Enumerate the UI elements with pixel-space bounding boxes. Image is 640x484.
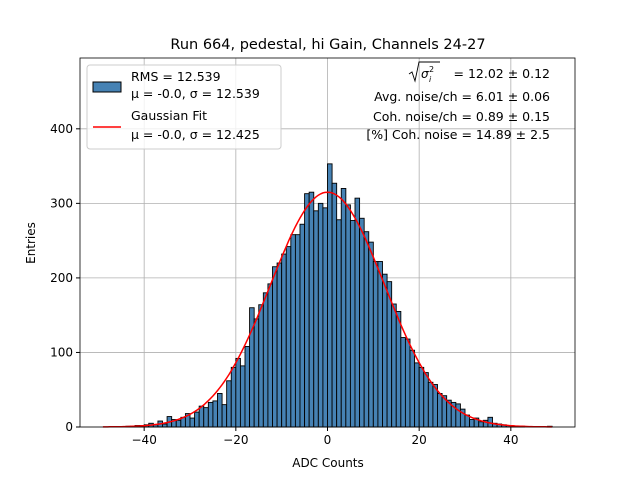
histogram-bar: [290, 234, 296, 428]
histogram-bar: [354, 197, 361, 428]
histogram-bar: [203, 407, 209, 428]
x-tick-label: −40: [132, 433, 157, 447]
histogram-bar: [189, 417, 196, 428]
svg-text:2: 2: [429, 65, 434, 74]
histogram-bars: [125, 163, 553, 428]
histogram-bar: [427, 381, 434, 428]
histogram-bar: [391, 303, 397, 428]
histogram-bar: [404, 338, 411, 428]
histogram-bar: [281, 253, 287, 428]
legend-box: [86, 64, 282, 150]
histogram-bar: [478, 421, 484, 428]
histogram-bar: [198, 405, 205, 428]
histogram-bar: [345, 204, 351, 428]
histogram-bar: [359, 217, 365, 428]
histogram-bar: [267, 283, 273, 428]
histogram-bar: [418, 366, 425, 428]
histogram-bar: [276, 262, 283, 428]
histogram-bar: [409, 349, 416, 428]
histogram-bar: [235, 357, 241, 428]
histogram-bar: [400, 337, 406, 428]
x-tick-label: 0: [324, 433, 332, 447]
avg-noise: Avg. noise/ch = 6.01 ± 0.06: [374, 89, 550, 104]
histogram-bar: [386, 281, 393, 428]
pct-coh-noise: [%] Coh. noise = 14.89 ± 2.5: [366, 127, 550, 142]
svg-text:i: i: [429, 75, 432, 84]
histogram-bar: [395, 311, 402, 428]
histogram-bar: [469, 419, 475, 428]
y-tick-label: 400: [50, 122, 73, 136]
chart-title: Run 664, pedestal, hi Gain, Channels 24-…: [170, 37, 485, 53]
legend-rms: RMS = 12.539: [131, 69, 221, 84]
x-tick-label: 40: [503, 433, 518, 447]
x-axis-label: ADC Counts: [292, 456, 364, 470]
histogram-bar: [363, 231, 370, 428]
x-tick-label: −20: [223, 433, 248, 447]
histogram-bar: [377, 261, 383, 428]
legend-fit-params: μ = -0.0, σ = 12.425: [131, 127, 260, 142]
histogram-bar: [221, 404, 228, 428]
histogram-bar: [253, 318, 260, 428]
histogram-bar: [162, 423, 168, 428]
legend-rms-params: μ = -0.0, σ = 12.539: [131, 86, 260, 101]
y-tick-label: 100: [50, 345, 73, 359]
histogram-bar: [230, 366, 237, 428]
histogram-bar: [304, 193, 310, 428]
sqrt-sigma-symbol: σ i 2: [408, 61, 440, 84]
y-axis-label: Entries: [24, 222, 38, 264]
svg-text:σ: σ: [421, 67, 429, 81]
histogram-bar: [455, 403, 461, 428]
histogram-bar: [239, 365, 246, 428]
annotations: σ i 2 = 12.02 ± 0.12 Avg. noise/ch = 6.0…: [366, 61, 550, 142]
legend-patch-histogram: [92, 81, 122, 93]
histogram-bar: [299, 223, 306, 428]
y-tick-label: 200: [50, 271, 73, 285]
histogram-bar: [423, 372, 429, 428]
histogram-bar: [258, 304, 264, 428]
histogram-bar: [368, 241, 374, 428]
histogram-bar: [327, 163, 333, 428]
histogram-bar: [331, 182, 338, 428]
histogram-bar: [217, 393, 223, 428]
histogram-bar: [349, 220, 356, 428]
histogram-bar: [244, 346, 251, 428]
legend-fit: Gaussian Fit: [131, 108, 207, 123]
gaussian-fit-curve: [102, 191, 553, 428]
histogram-bar: [313, 210, 319, 428]
histogram-bar: [194, 411, 200, 428]
y-tick-label: 0: [65, 420, 73, 434]
legend: RMS = 12.539 μ = -0.0, σ = 12.539 Gaussi…: [86, 64, 282, 150]
histogram-bar: [226, 380, 232, 428]
histogram-bar: [262, 292, 269, 428]
histogram-bar: [382, 273, 388, 428]
histogram-bar: [294, 234, 301, 428]
histogram-bar: [336, 219, 342, 428]
histogram-bar: [322, 207, 328, 428]
y-tick-label: 300: [50, 196, 73, 210]
x-tick-label: 20: [412, 433, 427, 447]
histogram-bar: [437, 393, 443, 428]
histogram-bar: [308, 191, 315, 428]
histogram-bar: [340, 188, 347, 428]
histogram-bar: [175, 419, 182, 428]
histogram-bar: [285, 246, 292, 428]
histogram-bar: [272, 266, 278, 428]
histogram-bar: [372, 261, 379, 428]
histogram-bar: [414, 362, 420, 428]
histogram-bar: [317, 202, 324, 428]
histogram-bar: [207, 401, 214, 428]
sqrt-sigma-value: = 12.02 ± 0.12: [454, 66, 550, 81]
histogram-bar: [212, 400, 218, 428]
coh-noise: Coh. noise/ch = 0.89 ± 0.15: [373, 109, 550, 124]
